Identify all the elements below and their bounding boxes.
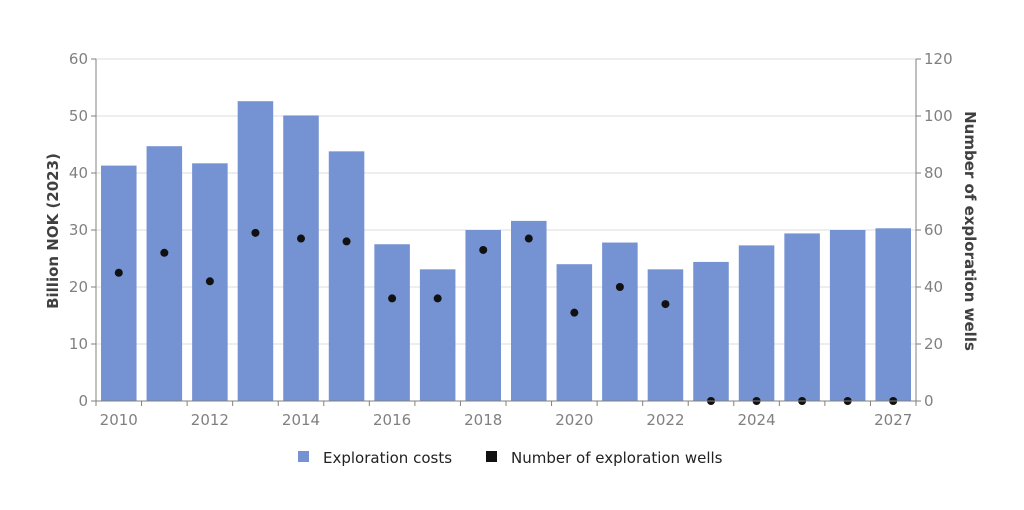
bar-2018 bbox=[465, 230, 501, 401]
well-point-2010 bbox=[114, 268, 123, 277]
y-tick-label-right: 100 bbox=[924, 107, 953, 125]
bar-2015 bbox=[328, 151, 365, 401]
well-point-2019 bbox=[524, 234, 533, 243]
legend-label-exploration-wells: Number of exploration wells bbox=[511, 449, 723, 467]
bar-2016 bbox=[374, 244, 410, 401]
bar-2022 bbox=[647, 269, 684, 401]
well-point-2016 bbox=[388, 294, 397, 303]
y-tick-label-left: 60 bbox=[69, 50, 88, 68]
y-tick-label-right: 20 bbox=[924, 335, 943, 353]
x-tick-label: 2020 bbox=[555, 411, 593, 429]
well-point-2015 bbox=[342, 237, 351, 246]
bar-2023 bbox=[693, 261, 729, 401]
y-tick-label-right: 0 bbox=[924, 392, 934, 410]
y-tick-label-left: 40 bbox=[69, 164, 88, 182]
bar-2011 bbox=[146, 146, 183, 401]
bar-2024 bbox=[738, 245, 775, 401]
well-point-2014 bbox=[297, 234, 305, 243]
x-tick-label: 2014 bbox=[282, 411, 320, 429]
x-tick-label: 2016 bbox=[373, 411, 411, 429]
well-point-2012 bbox=[205, 277, 214, 286]
bar-2017 bbox=[419, 269, 456, 401]
bar-series-exploration-costs bbox=[101, 101, 911, 402]
x-tick-label: 2027 bbox=[874, 411, 912, 429]
well-point-2018 bbox=[479, 245, 488, 254]
legend-swatch-exploration-wells bbox=[486, 451, 497, 462]
y-axis-label-left: Billion NOK (2023) bbox=[44, 153, 62, 309]
well-point-2022 bbox=[661, 300, 670, 309]
legend: Exploration costs Number of exploration w… bbox=[298, 449, 723, 467]
y-tick-label-right: 60 bbox=[924, 221, 943, 239]
bar-2010 bbox=[101, 165, 137, 401]
x-tick-label: 2010 bbox=[100, 411, 138, 429]
y-tick-label-left: 50 bbox=[69, 107, 88, 125]
y-tick-label-left: 30 bbox=[69, 221, 88, 239]
y-tick-label-right: 120 bbox=[924, 50, 953, 68]
x-tick-label: 2018 bbox=[464, 411, 502, 429]
legend-swatch-exploration-costs bbox=[298, 451, 309, 462]
well-point-2021 bbox=[615, 283, 624, 291]
well-point-2013 bbox=[251, 228, 260, 237]
x-tick-label: 2024 bbox=[737, 411, 775, 429]
y-tick-label-right: 40 bbox=[924, 278, 943, 296]
well-point-2017 bbox=[433, 294, 442, 303]
scatter-series-exploration-wells bbox=[114, 228, 898, 405]
y-axis-label-right: Number of exploration wells bbox=[961, 111, 979, 351]
bar-2020 bbox=[556, 264, 593, 401]
bar-2025 bbox=[784, 233, 820, 401]
bar-2019 bbox=[511, 220, 547, 401]
y-tick-label-left: 10 bbox=[69, 335, 88, 353]
x-tick-label: 2012 bbox=[191, 411, 229, 429]
well-point-2020 bbox=[570, 308, 579, 317]
bar-2027 bbox=[875, 228, 911, 401]
bar-2021 bbox=[602, 242, 638, 401]
axes: 0 10 20 30 40 50 60 0 20 40 60 80 100 120 2010 2012 2014… bbox=[69, 50, 953, 429]
well-point-2011 bbox=[160, 248, 169, 257]
bar-2014 bbox=[283, 115, 319, 402]
y-tick-label-right: 80 bbox=[924, 164, 943, 182]
bar-2026 bbox=[829, 230, 866, 401]
y-tick-label-left: 0 bbox=[78, 392, 88, 410]
y-tick-label-left: 20 bbox=[69, 278, 88, 296]
bar-2013 bbox=[237, 101, 274, 402]
x-tick-label: 2022 bbox=[646, 411, 684, 429]
gridlines bbox=[96, 58, 916, 402]
legend-label-exploration-costs: Exploration costs bbox=[323, 449, 452, 467]
